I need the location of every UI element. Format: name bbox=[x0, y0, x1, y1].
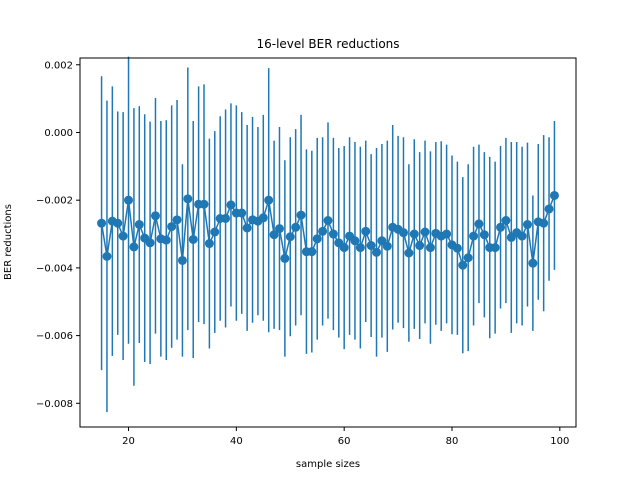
data-point bbox=[97, 218, 107, 228]
data-point bbox=[167, 222, 177, 232]
data-point bbox=[274, 224, 284, 234]
data-point bbox=[463, 253, 473, 263]
data-point bbox=[280, 253, 290, 263]
data-point bbox=[469, 231, 479, 241]
data-point bbox=[496, 222, 506, 232]
data-point bbox=[539, 218, 549, 228]
data-point bbox=[264, 195, 274, 205]
data-point bbox=[425, 243, 435, 253]
data-point bbox=[307, 247, 317, 257]
data-point bbox=[291, 222, 301, 232]
y-axis: −0.008 −0.006 −0.004 −0.002 0.000 0.002 bbox=[36, 60, 80, 410]
data-point bbox=[118, 231, 128, 241]
data-point bbox=[296, 210, 306, 220]
data-point bbox=[479, 230, 489, 240]
data-point bbox=[323, 215, 333, 225]
data-point bbox=[415, 241, 425, 251]
data-point bbox=[129, 242, 139, 252]
data-point bbox=[528, 258, 538, 268]
data-point bbox=[124, 195, 134, 205]
x-axis: 20 40 60 80 100 bbox=[122, 427, 569, 447]
data-point bbox=[210, 227, 220, 237]
data-point bbox=[172, 215, 182, 225]
data-point bbox=[102, 251, 112, 261]
x-tick-label: 20 bbox=[122, 436, 135, 447]
data-point bbox=[242, 223, 252, 233]
data-point bbox=[544, 204, 554, 214]
data-points bbox=[97, 190, 559, 270]
data-point bbox=[420, 227, 430, 237]
data-point bbox=[372, 247, 382, 257]
data-point bbox=[549, 190, 559, 200]
data-point bbox=[517, 231, 527, 241]
data-point bbox=[522, 220, 532, 230]
data-point bbox=[452, 243, 462, 253]
y-tick-label: 0.002 bbox=[44, 60, 73, 71]
data-point bbox=[355, 243, 365, 253]
data-point bbox=[382, 241, 392, 251]
y-tick-label: −0.008 bbox=[36, 399, 73, 410]
chart-title: 16-level BER reductions bbox=[256, 37, 399, 51]
data-point bbox=[145, 238, 155, 248]
x-tick-label: 60 bbox=[338, 436, 351, 447]
data-point bbox=[199, 199, 209, 209]
data-point bbox=[361, 226, 371, 236]
data-point bbox=[350, 236, 360, 246]
y-tick-label: −0.006 bbox=[36, 331, 73, 342]
data-point bbox=[409, 229, 419, 239]
data-point bbox=[458, 260, 468, 270]
data-point bbox=[161, 235, 171, 245]
data-point bbox=[339, 243, 349, 253]
data-point bbox=[474, 219, 484, 229]
data-point bbox=[237, 208, 247, 218]
y-tick-label: −0.002 bbox=[36, 196, 73, 207]
data-point bbox=[269, 230, 279, 240]
plot-area-frame bbox=[79, 57, 577, 428]
data-point bbox=[398, 228, 408, 238]
data-point bbox=[501, 215, 511, 225]
data-point bbox=[204, 239, 214, 249]
data-point bbox=[150, 211, 160, 221]
data-point bbox=[328, 229, 338, 239]
data-point bbox=[134, 220, 144, 230]
data-point bbox=[442, 229, 452, 239]
x-tick-label: 100 bbox=[550, 436, 569, 447]
y-tick-label: −0.004 bbox=[36, 263, 73, 274]
data-point bbox=[113, 218, 123, 228]
data-point bbox=[177, 255, 187, 265]
data-point bbox=[183, 194, 193, 204]
data-point bbox=[366, 241, 376, 251]
y-tick-label: 0.000 bbox=[44, 128, 73, 139]
y-axis-label: BER reductions bbox=[3, 204, 14, 280]
data-point bbox=[226, 200, 236, 210]
data-point bbox=[258, 213, 268, 223]
data-point bbox=[318, 226, 328, 236]
x-tick-label: 40 bbox=[230, 436, 243, 447]
data-point bbox=[188, 234, 198, 244]
data-point bbox=[404, 248, 414, 258]
data-point bbox=[221, 213, 231, 223]
data-point bbox=[490, 243, 500, 253]
data-point bbox=[312, 234, 322, 244]
data-point bbox=[285, 232, 295, 242]
x-tick-label: 80 bbox=[446, 436, 459, 447]
x-axis-label: sample sizes bbox=[296, 459, 360, 470]
